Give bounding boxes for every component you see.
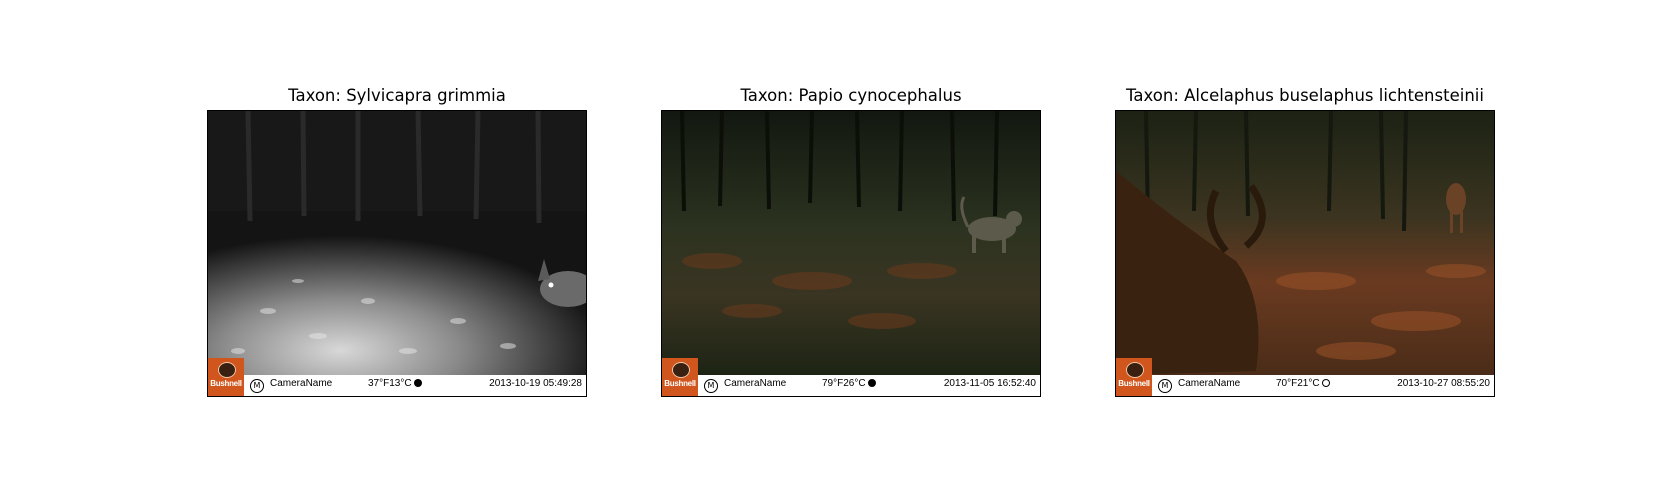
moon-phase-icon <box>867 379 876 387</box>
temperature-readout: 79°F26°C <box>822 378 876 389</box>
camera-info-bar: Bushnell M CameraName 37°F13°C 2013-10-1… <box>208 358 586 396</box>
camera-mode-icon: M <box>250 379 264 393</box>
moon-phase-icon <box>413 379 422 387</box>
camera-info-bar: Bushnell M CameraName 70°F21°C 2013-10-2… <box>1116 358 1494 396</box>
panel-title: Taxon: Sylvicapra grimmia <box>288 86 506 105</box>
bushnell-logo: Bushnell <box>1116 358 1152 396</box>
camera-trap-photo-forest <box>662 111 1040 375</box>
temperature-readout: 70°F21°C <box>1276 378 1330 389</box>
bushnell-emblem-icon <box>672 362 690 378</box>
camera-trap-frame: Bushnell M CameraName 37°F13°C 2013-10-1… <box>207 110 587 397</box>
duiker-animal <box>538 259 586 307</box>
timestamp: 2013-10-19 05:49:28 <box>489 378 582 389</box>
camera-trap-photo-night <box>208 111 586 375</box>
camera-mode-icon: M <box>1158 379 1172 393</box>
bushnell-emblem-icon <box>1126 362 1144 378</box>
camera-name: CameraName <box>270 378 333 389</box>
temperature-readout: 37°F13°C <box>368 378 422 389</box>
panel-title: Taxon: Papio cynocephalus <box>740 86 962 105</box>
bushnell-emblem-icon <box>218 362 236 378</box>
baboon-animal <box>960 196 1022 253</box>
camera-trap-photo-woodland <box>1116 111 1494 375</box>
camera-trap-frame: Bushnell M CameraName 79°F26°C 2013-11-0… <box>661 110 1041 397</box>
bushnell-logo: Bushnell <box>208 358 244 396</box>
panel-title: Taxon: Alcelaphus buselaphus lichtenstei… <box>1126 86 1484 105</box>
camera-trap-frame: Bushnell M CameraName 70°F21°C 2013-10-2… <box>1115 110 1495 397</box>
timestamp: 2013-10-27 08:55:20 <box>1397 378 1490 389</box>
hartebeest-animal <box>1116 171 1266 375</box>
camera-info-bar: Bushnell M CameraName 79°F26°C 2013-11-0… <box>662 358 1040 396</box>
timestamp: 2013-11-05 16:52:40 <box>943 378 1036 389</box>
moon-phase-icon <box>1321 379 1330 387</box>
bushnell-logo: Bushnell <box>662 358 698 396</box>
camera-name: CameraName <box>724 378 787 389</box>
camera-mode-icon: M <box>704 379 718 393</box>
camera-name: CameraName <box>1178 378 1241 389</box>
